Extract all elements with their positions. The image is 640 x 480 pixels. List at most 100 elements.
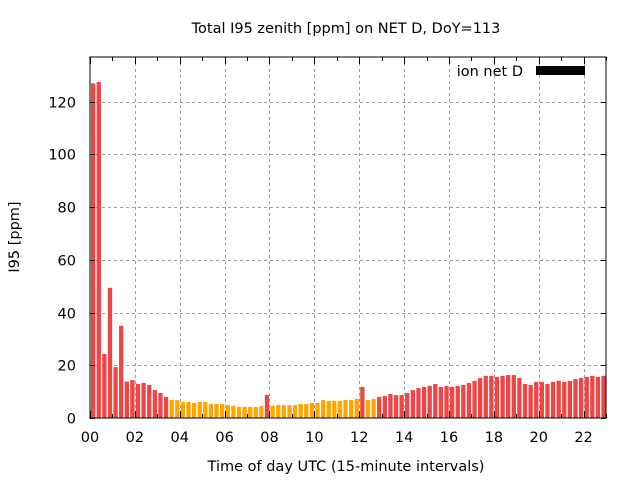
bar: [163, 396, 169, 418]
bar: [96, 82, 101, 418]
bar: [231, 405, 236, 418]
bar: [124, 381, 129, 418]
bar: [584, 376, 589, 418]
bar: [113, 367, 118, 418]
y-tick-label: 60: [58, 254, 76, 270]
bar: [438, 386, 444, 418]
bar: [180, 401, 186, 418]
x-tick-label: 06: [215, 430, 233, 446]
bar: [444, 385, 449, 418]
bar: [248, 406, 253, 418]
x-tick-label: 20: [529, 430, 547, 446]
bar: [466, 382, 472, 418]
bar: [522, 384, 528, 418]
bar: [225, 405, 230, 418]
bar: [208, 404, 214, 418]
bar: [455, 385, 460, 418]
bar: [578, 377, 584, 418]
bar: [377, 396, 382, 418]
y-tick-label: 0: [67, 412, 76, 428]
x-axis-label: Time of day UTC (15-minute intervals): [207, 459, 485, 475]
bar: [433, 384, 438, 418]
grid-lines: [90, 57, 606, 418]
x-tick-label: 10: [305, 430, 323, 446]
bar: [214, 404, 219, 418]
bar: [175, 400, 180, 418]
bar: [332, 400, 337, 418]
bar: [135, 384, 141, 418]
x-tick-label: 04: [171, 430, 189, 446]
bar: [220, 404, 225, 418]
bar: [595, 376, 601, 418]
bar: [102, 353, 107, 418]
legend: ion net D: [457, 64, 585, 80]
bar: [416, 387, 421, 418]
bar: [107, 287, 113, 418]
bar: [562, 381, 567, 418]
bar: [556, 380, 561, 418]
bar: [500, 375, 505, 418]
bar: [382, 395, 387, 418]
chart-title: Total I95 zenith [ppm] on NET D, DoY=113: [191, 21, 501, 37]
bar: [236, 406, 242, 418]
bar: [298, 404, 303, 418]
bar: [427, 385, 432, 418]
bar: [410, 390, 416, 418]
bar: [494, 376, 500, 418]
bar: [472, 380, 477, 418]
bar: [292, 405, 298, 418]
bar: [130, 380, 135, 418]
bar: [601, 375, 606, 418]
bar: [281, 405, 287, 418]
bar: [528, 385, 533, 418]
y-tick-label: 120: [48, 96, 76, 112]
bar: [393, 395, 399, 418]
bar: [320, 400, 326, 418]
x-tick-label: 00: [81, 430, 99, 446]
bar: [449, 386, 455, 418]
bar: [309, 402, 315, 418]
bar: [567, 380, 573, 418]
bar: [349, 400, 354, 418]
legend-swatch: [536, 66, 585, 75]
y-tick-label: 20: [58, 359, 76, 375]
legend-label: ion net D: [457, 64, 523, 80]
bar: [119, 325, 124, 418]
bar: [343, 400, 348, 418]
bar: [388, 394, 393, 418]
y-tick-labels: 0 20 40 60 80 100 120: [48, 96, 76, 428]
bar: [242, 406, 247, 418]
plot-frame: [89, 56, 607, 419]
bar: [478, 377, 483, 418]
bar: [315, 402, 320, 418]
bar: [590, 375, 595, 418]
bar: [371, 399, 376, 418]
bar: [539, 381, 545, 418]
bar: [354, 399, 359, 418]
bar: [506, 375, 511, 418]
bar: [264, 394, 270, 418]
y-tick-label: 80: [58, 201, 76, 217]
bar: [203, 401, 208, 418]
bars: [91, 82, 606, 418]
bar: [304, 404, 309, 418]
bar: [186, 401, 191, 418]
bar: [405, 392, 410, 418]
bar: [360, 386, 365, 418]
bar: [517, 377, 522, 418]
axis-ticks: [90, 57, 607, 419]
x-tick-label: 12: [350, 430, 368, 446]
bar: [545, 384, 550, 418]
y-axis-label: I95 [ppm]: [7, 201, 23, 272]
bar: [534, 381, 539, 418]
y-tick-label: 100: [48, 148, 76, 164]
bar: [253, 406, 258, 418]
bar: [191, 402, 197, 418]
bar: [152, 390, 158, 418]
bar: [461, 385, 466, 418]
bar: [337, 400, 343, 418]
bar: [276, 405, 281, 418]
bar: [326, 400, 331, 418]
bar: [550, 381, 556, 418]
